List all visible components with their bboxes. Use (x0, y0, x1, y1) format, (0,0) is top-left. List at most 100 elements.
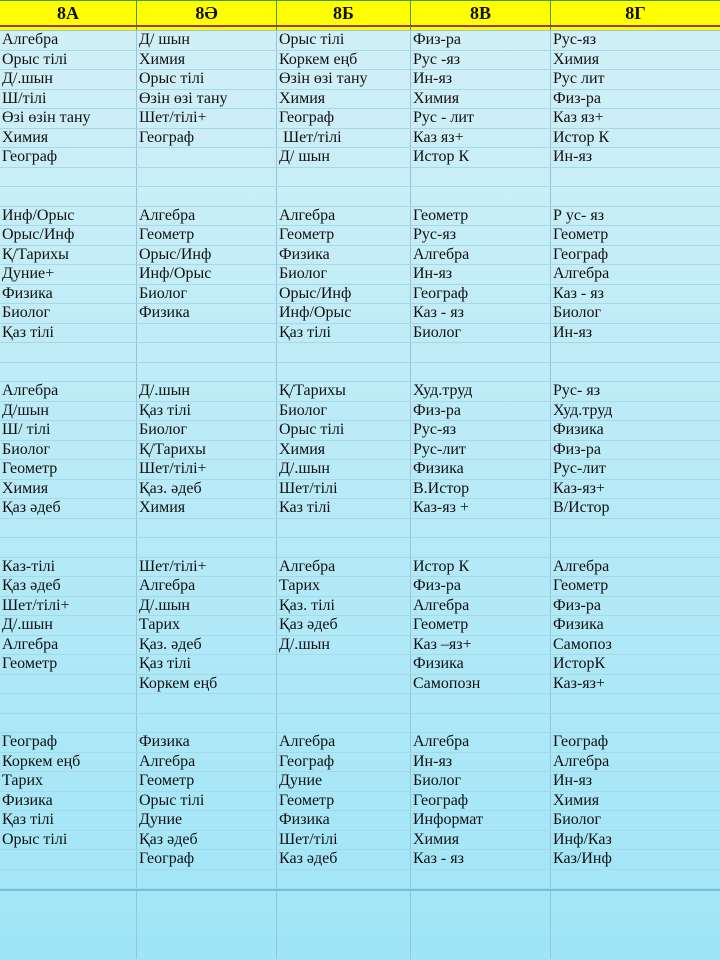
schedule-cell: В/Истор (553, 499, 610, 516)
schedule-cell: Д/.шын (0, 616, 137, 635)
schedule-cell (277, 187, 411, 206)
schedule-cell: Өзі өзін тану (0, 109, 137, 128)
schedule-cell: Каз-тілі (0, 557, 137, 576)
schedule-cell: Қаз әдеб (277, 616, 411, 635)
schedule-cell (137, 323, 277, 342)
footer-cell (551, 891, 720, 959)
schedule-cell (277, 167, 411, 186)
schedule-cell: Биолог (277, 401, 411, 420)
schedule-cell: Өзін өзі тану (137, 89, 277, 108)
schedule-cell: Дуние (137, 811, 277, 830)
schedule-cell: Геометр (137, 772, 277, 791)
schedule-cell: Самопоз (553, 635, 612, 653)
footer-cell (0, 891, 137, 959)
table-row: Физика Биолог Орыс/Инф Географ Каз - яз (0, 284, 720, 304)
schedule-cell (411, 187, 551, 206)
schedule-cell (551, 694, 720, 713)
schedule-cell: Алгебра (277, 206, 411, 225)
schedule-cell: Истор К (411, 148, 551, 167)
table-row: Геометр Шет/тілі+ Д/.шын Физика Рус-лит (0, 460, 720, 480)
schedule-cell: Алгебра (553, 265, 610, 282)
schedule-cell: Орыс тілі (277, 421, 411, 440)
schedule-cell (0, 850, 137, 869)
empty-row (0, 538, 720, 558)
table-row: Алгебра Қаз. әдеб Д/.шын Каз –яз+ Самопоз (0, 635, 720, 655)
schedule-cell (0, 869, 137, 888)
schedule-cell: Шет/тілі (277, 830, 411, 849)
schedule-cell: Инф/Орыс (0, 206, 137, 225)
schedule-cell: Химия (553, 791, 600, 809)
table-row: Химия Географ Шет/тілі Каз яз+ Истор К (0, 128, 720, 148)
schedule-cell: Орыс тілі (137, 791, 277, 810)
schedule-cell: Физ-ра (553, 89, 601, 107)
schedule-cell: Шет/тілі+ (0, 596, 137, 615)
schedule-cell: Географ (137, 128, 277, 147)
schedule-cell: Алгебра (411, 733, 551, 752)
schedule-cell: Қаз. тілі (277, 596, 411, 615)
schedule-cell: Алгебра (0, 31, 137, 50)
table-row: Орыс тілі Қаз әдеб Шет/тілі Химия Инф/Каз (0, 830, 720, 850)
schedule-cell: Рус - лит (411, 109, 551, 128)
schedule-cell: Дуние+ (0, 265, 137, 284)
schedule-cell (137, 518, 277, 537)
schedule-cell: Қаз тілі (0, 323, 137, 342)
schedule-cell (137, 538, 277, 557)
empty-row (0, 518, 720, 538)
schedule-cell: Орыс/Инф (0, 226, 137, 245)
schedule-cell: Физика (411, 460, 551, 479)
schedule-cell: Геометр (0, 460, 137, 479)
schedule-cell: Физ-ра (411, 31, 551, 50)
schedule-cell: Алгебра (137, 577, 277, 596)
schedule-cell (137, 713, 277, 732)
schedule-cell: Биолог (0, 304, 137, 323)
schedule-cell: Физика (553, 421, 604, 438)
schedule-cell: Худ.труд (553, 401, 613, 419)
schedule-cell: Географ (137, 850, 277, 869)
empty-row (0, 167, 720, 187)
schedule-cell: Рус лит (553, 70, 605, 87)
schedule-cell: Д/.шын (277, 460, 411, 479)
schedule-cell: Каз тілі (277, 499, 411, 518)
schedule-cell: Географ (553, 733, 609, 750)
schedule-cell (137, 343, 277, 362)
schedule-cell: Географ (0, 733, 137, 752)
table-row: Коркем еңб Самопозн Каз-яз+ (0, 674, 720, 694)
schedule-cell: Физика (137, 304, 277, 323)
schedule-cell: Каз - яз (553, 284, 604, 302)
schedule-cell (277, 538, 411, 557)
table-row: Инф/Орыс Алгебра Алгебра Геометр Р ус- яз (0, 206, 720, 226)
schedule-cell: Худ.труд (411, 382, 551, 401)
column-header: 8А (0, 1, 137, 30)
schedule-cell: Инф/Орыс (277, 304, 411, 323)
schedule-cell: Физика (411, 655, 551, 674)
schedule-cell (137, 362, 277, 381)
schedule-cell: Шет/тілі+ (137, 557, 277, 576)
schedule-cell: Химия (411, 830, 551, 849)
schedule-cell (411, 518, 551, 537)
schedule-cell (411, 362, 551, 381)
schedule-cell (137, 167, 277, 186)
table-row: Географ Каз әдеб Каз - яз Каз/Инф (0, 850, 720, 870)
schedule-cell: Химия (137, 499, 277, 518)
schedule-cell: Информат (411, 811, 551, 830)
table-row: Орыс тілі Химия Коркем еңб Рус -яз Химия (0, 50, 720, 70)
column-header: 8Г (625, 3, 646, 23)
schedule-cell: Химия (137, 50, 277, 69)
schedule-cell: Геометр (137, 226, 277, 245)
table-row: Географ Физика Алгебра Алгебра Географ (0, 733, 720, 753)
schedule-cell: Қаз тілі (137, 401, 277, 420)
schedule-cell (551, 870, 720, 889)
schedule-cell (411, 869, 551, 888)
schedule-cell: Физика (137, 733, 277, 752)
table-row: Ш/ тілі Биолог Орыс тілі Рус-яз Физика (0, 421, 720, 441)
schedule-cell (0, 362, 137, 381)
schedule-cell: Географ (411, 284, 551, 303)
schedule-cell: Алгебра (553, 557, 610, 575)
schedule-cell: Алгебра (0, 382, 137, 401)
schedule-cell: Рус-яз (553, 31, 597, 48)
schedule-cell (277, 674, 411, 693)
schedule-cell: Каз яз+ (553, 109, 604, 126)
schedule-cell: Рус- яз (553, 382, 601, 399)
schedule-cell: Каз –яз+ (411, 635, 551, 654)
